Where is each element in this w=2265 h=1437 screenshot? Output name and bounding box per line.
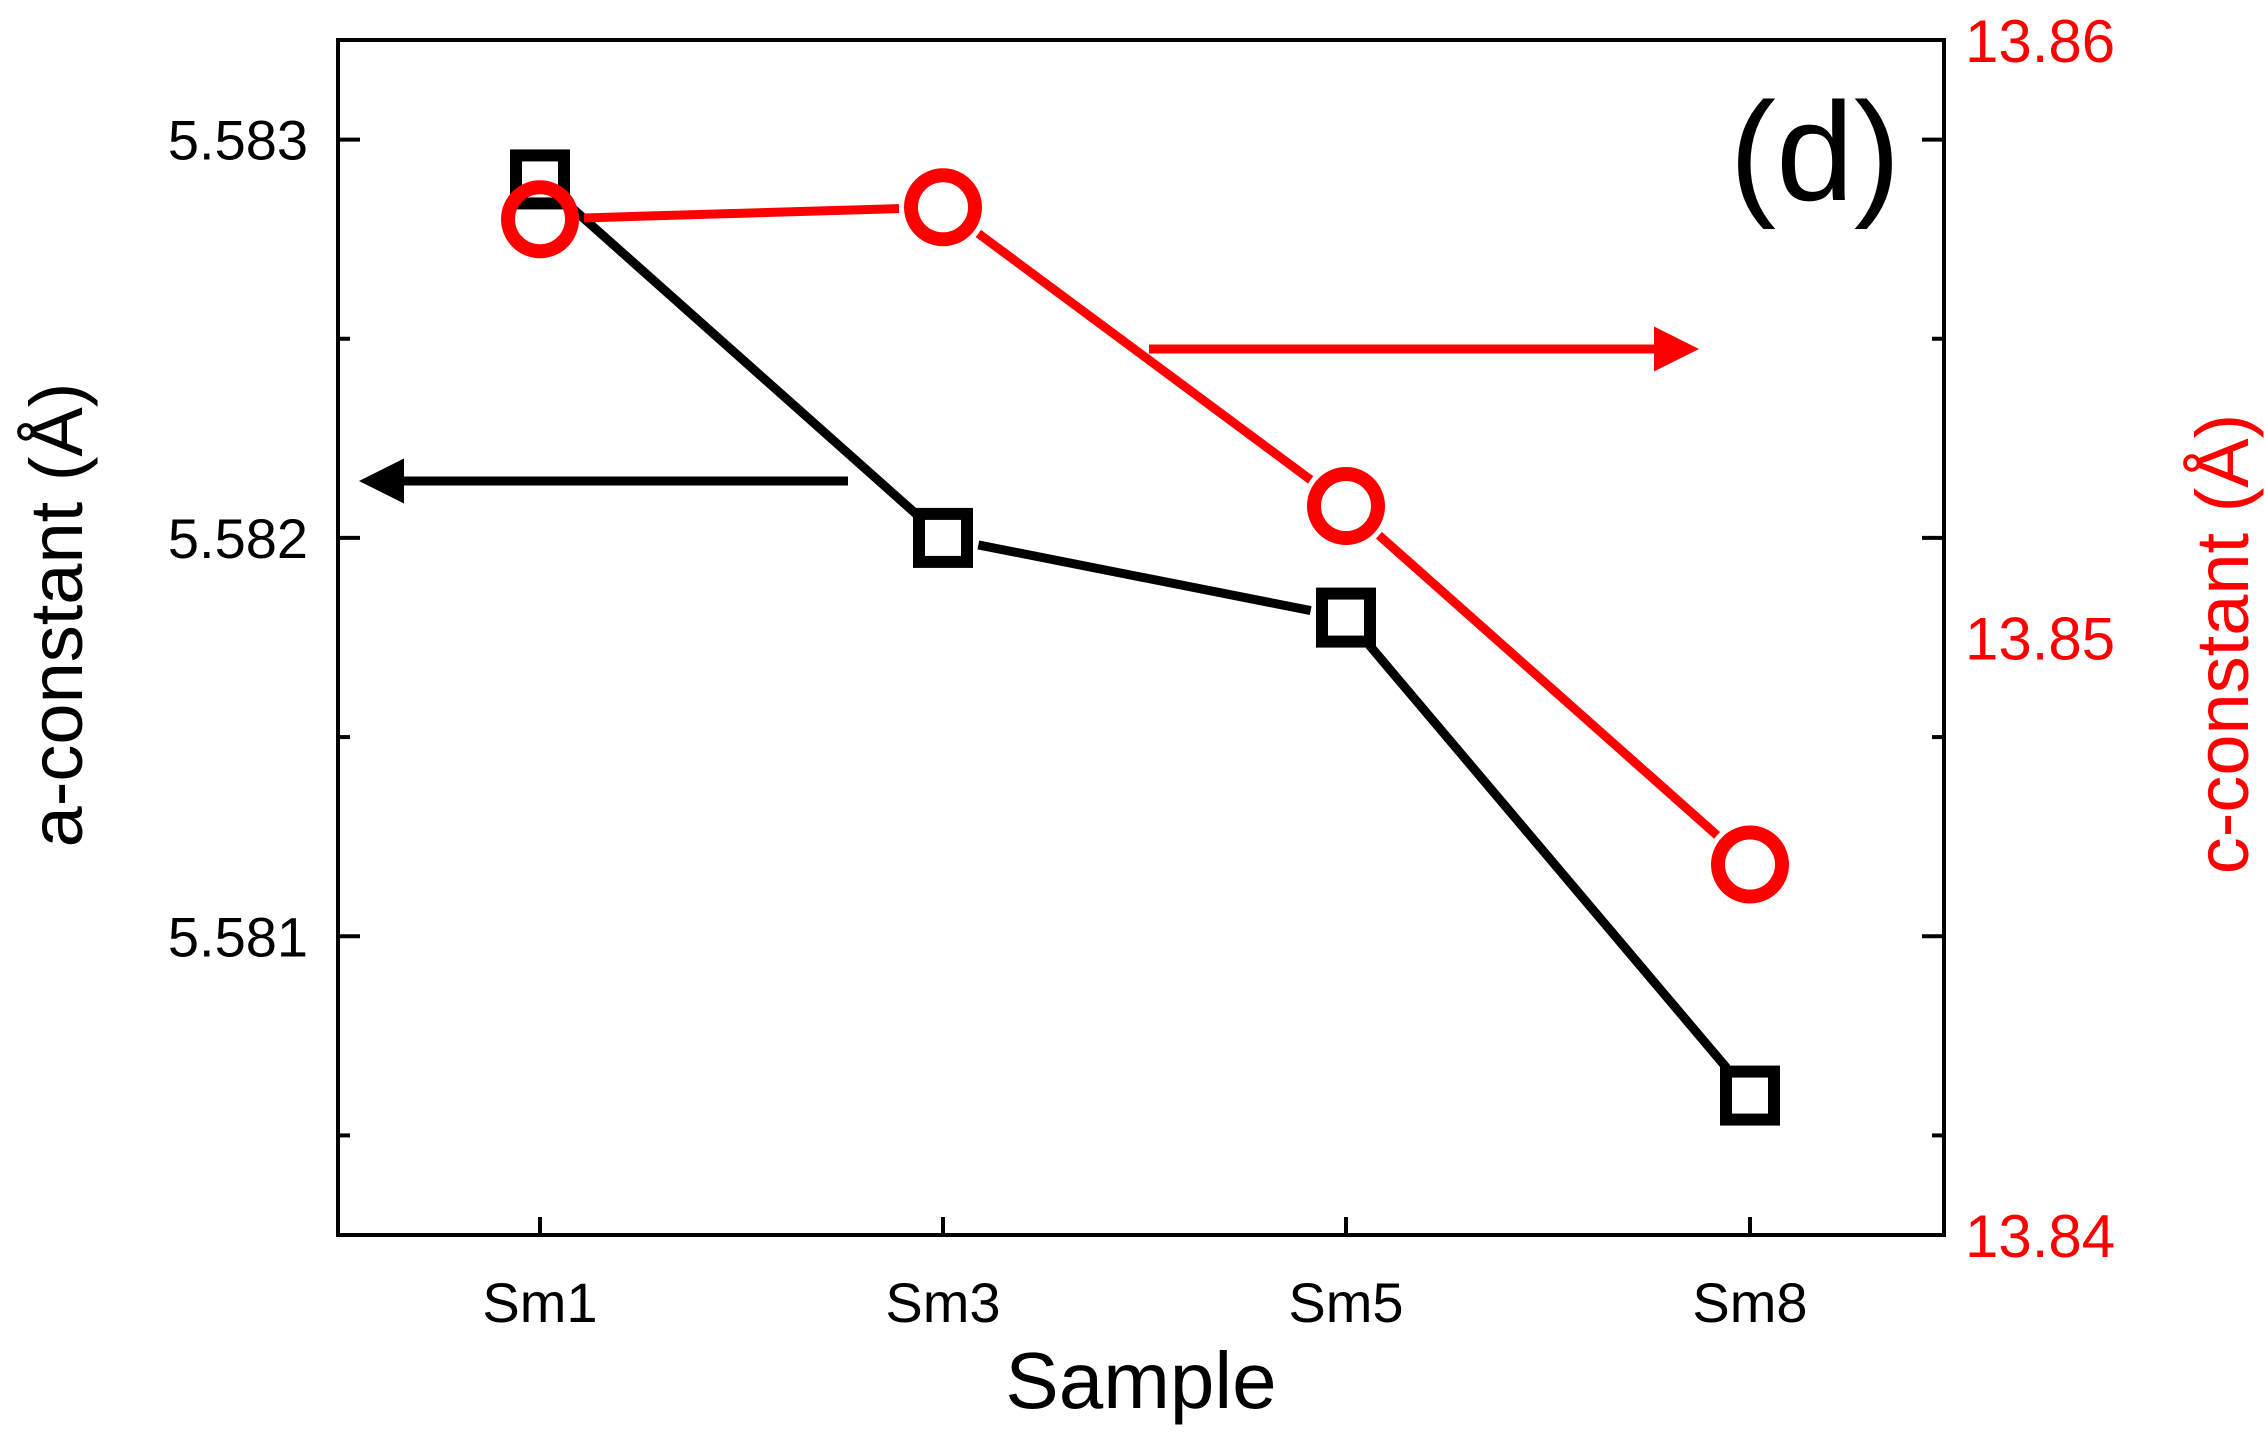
a-constant-point-sm8 (1720, 1065, 1780, 1126)
right-axis-title: c-constant (Å) (2181, 414, 2264, 875)
axis-ticks: Sm1 Sm3 Sm5 Sm8 5.581 5.582 5.583 13.84 13.85 13.… (168, 8, 2115, 1334)
c-constant-point-sm8 (1711, 825, 1789, 904)
left-tick-label: 5.581 (168, 905, 308, 968)
c-constant-point-sm3 (904, 168, 982, 247)
right-tick-label: 13.84 (1965, 1203, 2115, 1270)
x-axis-title: Sample (1005, 1336, 1276, 1425)
left-tick-label: 5.583 (168, 109, 308, 172)
a-constant-point-sm5 (1316, 587, 1376, 648)
x-tick-label-sm1: Sm1 (482, 1271, 597, 1334)
right-tick-label: 13.86 (1965, 8, 2115, 75)
x-tick-label-sm8: Sm8 (1692, 1271, 1807, 1334)
c-constant-segment (1375, 531, 1721, 839)
series-markers (501, 149, 1789, 1126)
c-constant-segment (975, 229, 1314, 484)
a-constant-segment (563, 199, 920, 518)
left-tick-label: 5.582 (168, 507, 308, 570)
left-axis-title: a-constant (Å) (15, 383, 98, 848)
panel-label: (d) (1729, 73, 1900, 230)
series-lines (563, 199, 1731, 1071)
c-constant-point-sm5 (1307, 467, 1385, 546)
a-constant-segment (977, 540, 1312, 616)
a-constant-point-sm1 (510, 149, 570, 210)
right-tick-label: 13.85 (1965, 606, 2115, 673)
plot-frame (336, 38, 1946, 1237)
x-tick-label-sm5: Sm5 (1288, 1271, 1403, 1334)
a-constant-segment (1365, 642, 1731, 1071)
a-constant-point-sm3 (913, 507, 973, 568)
x-tick-label-sm3: Sm3 (885, 1271, 1000, 1334)
c-constant-point-sm1 (501, 180, 579, 259)
c-constant-segment (583, 204, 900, 223)
